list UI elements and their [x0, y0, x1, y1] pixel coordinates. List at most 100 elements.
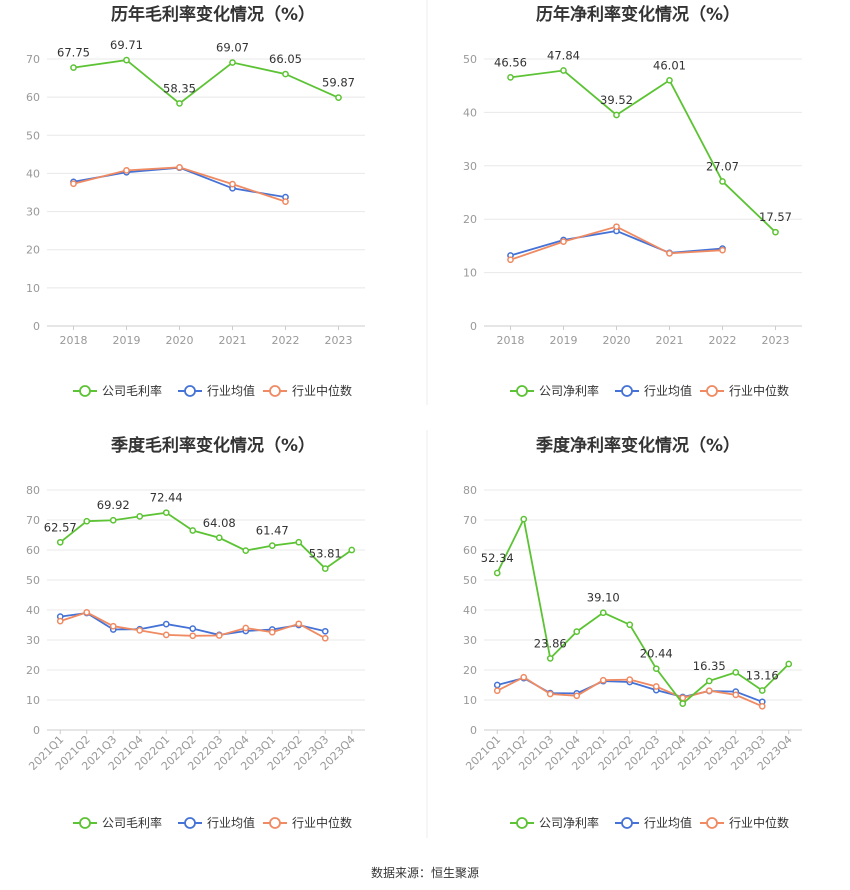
data-point	[573, 628, 581, 635]
y-tick-label: 10	[463, 694, 477, 707]
data-point	[666, 76, 673, 84]
legend-item-2: 行业中位数	[263, 383, 352, 398]
y-tick-label: 40	[26, 167, 40, 180]
data-point	[56, 538, 64, 546]
y-tick-label: 70	[26, 53, 40, 66]
data-point	[229, 180, 236, 188]
data-point	[189, 632, 197, 640]
legend-label: 行业均值	[207, 815, 255, 830]
data-point	[507, 74, 514, 81]
data-point	[613, 223, 620, 231]
data-label: 52.34	[481, 551, 514, 565]
legend-marker	[269, 817, 281, 829]
data-label: 39.52	[600, 93, 633, 107]
data-label: 72.44	[150, 491, 183, 505]
chart-title: 季度净利率变化情况（%）	[536, 435, 740, 456]
y-tick-label: 80	[463, 484, 477, 497]
data-point	[626, 621, 634, 629]
data-point	[83, 609, 91, 616]
chart-title: 历年毛利率变化情况（%）	[111, 4, 315, 25]
legend-label: 行业中位数	[729, 383, 789, 398]
chart-title: 季度毛利率变化情况（%）	[111, 435, 315, 456]
data-label: 59.87	[322, 76, 355, 90]
data-point	[282, 198, 289, 206]
y-tick-label: 50	[26, 574, 40, 587]
data-point	[162, 509, 170, 517]
legend-label: 公司净利率	[539, 815, 599, 830]
x-tick-label: 2023	[762, 334, 790, 347]
x-tick-label: 2020	[603, 334, 631, 347]
data-source: 数据来源：恒生聚源	[371, 865, 479, 880]
y-tick-label: 80	[26, 484, 40, 497]
legend-item-1: 行业均值	[178, 815, 255, 830]
legend-label: 公司净利率	[539, 383, 599, 398]
data-point	[348, 546, 356, 554]
y-tick-label: 0	[33, 320, 40, 333]
data-point	[215, 632, 223, 639]
data-point	[321, 627, 329, 635]
legend-marker	[184, 385, 196, 397]
y-tick-label: 20	[26, 244, 40, 257]
data-point	[719, 178, 726, 185]
data-point	[242, 624, 250, 632]
y-tick-label: 0	[33, 724, 40, 737]
data-point	[335, 94, 342, 101]
y-tick-label: 60	[26, 544, 40, 557]
y-tick-label: 50	[463, 574, 477, 587]
chart-panel-1: 历年毛利率变化情况（%） 0 10 20 30 40 50 60 70 2018 2019 2020 2…	[26, 4, 365, 398]
y-tick-label: 20	[463, 213, 477, 226]
data-point	[215, 534, 223, 542]
y-tick-label: 0	[470, 724, 477, 737]
y-tick-label: 10	[26, 694, 40, 707]
data-label: 46.56	[494, 55, 527, 69]
legend-item-1: 行业均值	[178, 383, 255, 398]
legend-marker	[79, 385, 91, 397]
legend-item-1: 行业均值	[615, 383, 692, 398]
data-point	[520, 673, 528, 681]
data-point	[758, 702, 766, 710]
data-point	[493, 687, 501, 695]
data-point	[626, 676, 634, 683]
data-label: 16.35	[693, 659, 726, 673]
legend-marker	[516, 385, 528, 397]
series-line-1	[73, 166, 286, 198]
data-point	[70, 180, 77, 188]
data-label: 13.16	[746, 669, 779, 683]
chart-title: 历年净利率变化情况（%）	[536, 4, 740, 25]
data-point	[666, 250, 673, 257]
legend-item-2: 行业中位数	[700, 815, 789, 830]
data-point	[176, 100, 183, 107]
data-point	[507, 256, 514, 264]
y-tick-label: 20	[26, 664, 40, 677]
legend-item-1: 行业均值	[615, 815, 692, 830]
data-label: 47.84	[547, 49, 580, 63]
data-label: 46.01	[653, 58, 686, 72]
data-label: 58.35	[163, 81, 196, 95]
legend-item-2: 行业中位数	[700, 383, 789, 398]
x-tick-label: 2019	[113, 334, 141, 347]
data-point	[189, 527, 197, 534]
data-label: 39.10	[587, 591, 620, 605]
data-point	[295, 620, 303, 628]
data-point	[732, 691, 740, 699]
data-label: 67.75	[57, 46, 90, 60]
y-tick-label: 30	[463, 160, 477, 173]
y-tick-label: 50	[26, 129, 40, 142]
data-point	[772, 228, 779, 236]
x-tick-label: 2020	[166, 334, 194, 347]
data-point	[123, 56, 130, 64]
y-tick-label: 10	[463, 267, 477, 280]
x-tick-label: 2022	[709, 334, 737, 347]
legend-marker	[516, 817, 528, 829]
y-tick-label: 70	[26, 514, 40, 527]
x-tick-label: 2022	[272, 334, 300, 347]
legend-item-0: 公司净利率	[510, 383, 599, 398]
y-tick-label: 60	[26, 91, 40, 104]
data-point	[560, 238, 567, 245]
data-point	[136, 513, 144, 520]
y-tick-label: 30	[26, 634, 40, 647]
legend-marker	[269, 385, 281, 397]
y-tick-label: 50	[463, 53, 477, 66]
data-point	[613, 111, 620, 119]
